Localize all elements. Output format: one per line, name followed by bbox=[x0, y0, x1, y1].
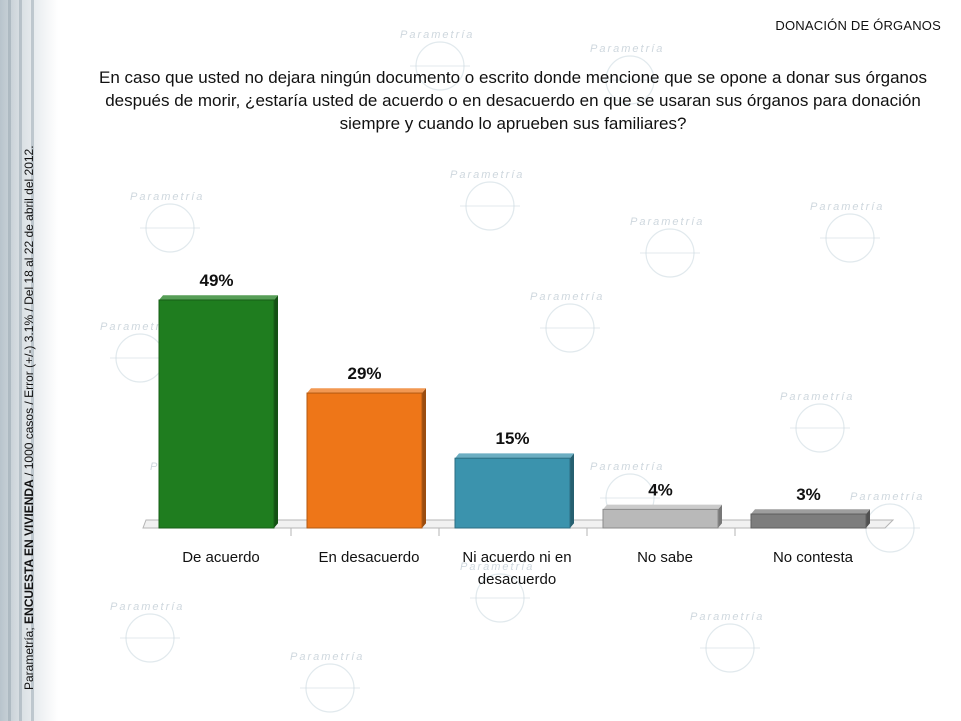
watermark-label: Parametría bbox=[590, 43, 664, 55]
bar bbox=[750, 513, 867, 529]
watermark-label: Parametría bbox=[450, 169, 524, 181]
watermark-label: Parametría bbox=[110, 601, 184, 613]
watermark-label: Parametría bbox=[400, 29, 474, 41]
data-label: 49% bbox=[199, 271, 233, 290]
data-label: 3% bbox=[796, 485, 821, 504]
watermark-label: Parametría bbox=[290, 651, 364, 663]
bar bbox=[454, 457, 571, 529]
watermark-label: Parametría bbox=[630, 216, 704, 228]
bar-side bbox=[866, 509, 870, 528]
bar-side bbox=[274, 295, 278, 528]
bar bbox=[158, 299, 275, 529]
watermark-label: Parametría bbox=[460, 561, 534, 573]
category-label: desacuerdo bbox=[478, 571, 556, 588]
bar-top bbox=[751, 509, 870, 515]
category-label: De acuerdo bbox=[182, 549, 260, 566]
data-label: 29% bbox=[347, 364, 381, 383]
data-label: 4% bbox=[648, 480, 673, 499]
bar-top bbox=[307, 388, 426, 394]
bar bbox=[602, 508, 719, 529]
sidebar-decor-strip bbox=[0, 0, 58, 721]
bar bbox=[306, 392, 423, 529]
bar-top bbox=[603, 504, 722, 510]
bar-side bbox=[422, 388, 426, 528]
watermark-label: Parametría bbox=[810, 201, 884, 213]
category-label: No contesta bbox=[773, 549, 854, 566]
bar-side bbox=[718, 504, 722, 528]
watermark-label: Parametría bbox=[100, 321, 174, 333]
category-label: No sabe bbox=[637, 549, 693, 566]
watermark-label: Parametría bbox=[590, 461, 664, 473]
survey-question: En caso que usted no dejara ningún docum… bbox=[99, 68, 927, 133]
topic-title: DONACIÓN DE ÓRGANOS bbox=[775, 18, 941, 33]
watermark-label: Parametría bbox=[130, 191, 204, 203]
bar-top bbox=[455, 453, 574, 459]
bar-side bbox=[570, 453, 574, 528]
watermark-label: Parametría bbox=[850, 491, 924, 503]
watermark-label: Parametría bbox=[530, 291, 604, 303]
category-label: En desacuerdo bbox=[319, 549, 420, 566]
watermark-label: Parametría bbox=[780, 391, 854, 403]
watermark-label: Parametría bbox=[690, 611, 764, 623]
bar-top bbox=[159, 295, 278, 300]
category-label: Ni acuerdo ni en bbox=[462, 549, 571, 566]
data-label: 15% bbox=[495, 429, 529, 448]
